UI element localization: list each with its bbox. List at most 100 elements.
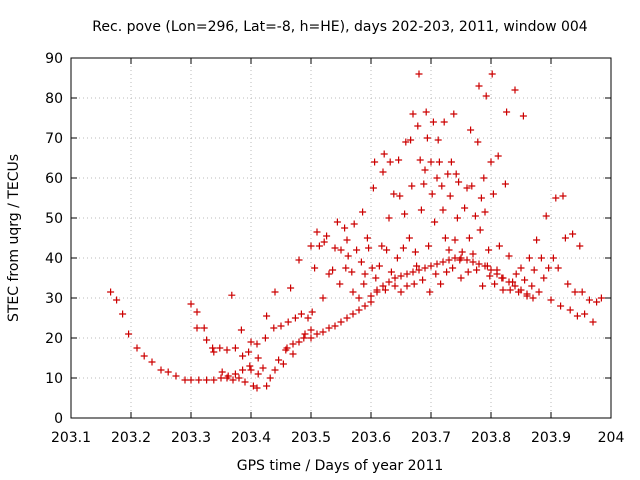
data-point — [443, 268, 451, 276]
x-tick-label: 203.1 — [51, 430, 91, 446]
y-tick-label: 40 — [45, 251, 63, 267]
data-point — [342, 264, 350, 272]
y-tick-label: 0 — [54, 411, 63, 427]
data-point — [357, 258, 365, 266]
data-point — [271, 288, 279, 296]
data-point — [431, 218, 439, 226]
data-point — [428, 190, 436, 198]
data-point — [438, 182, 446, 190]
data-point — [455, 178, 463, 186]
data-point — [386, 158, 394, 166]
data-point — [487, 266, 495, 274]
data-point — [423, 134, 431, 142]
data-point — [253, 384, 261, 392]
data-point — [307, 326, 315, 334]
data-point — [566, 306, 574, 314]
data-point — [529, 294, 537, 302]
x-tick-label: 203.4 — [231, 430, 271, 446]
data-point — [333, 218, 341, 226]
data-point — [385, 214, 393, 222]
data-point — [439, 206, 447, 214]
data-point — [369, 184, 377, 192]
data-point — [355, 306, 363, 314]
data-point — [471, 212, 479, 220]
data-point — [445, 256, 453, 264]
data-point — [489, 190, 497, 198]
data-point — [313, 330, 321, 338]
y-tick-label: 50 — [45, 211, 63, 227]
data-point — [378, 242, 386, 250]
data-point — [277, 322, 285, 330]
x-tick-label: 203.5 — [291, 430, 331, 446]
data-point — [464, 268, 472, 276]
data-point — [593, 298, 601, 306]
data-point — [559, 192, 567, 200]
data-point — [270, 324, 278, 332]
data-point — [241, 378, 249, 386]
data-point — [426, 288, 434, 296]
data-point — [463, 184, 471, 192]
data-point — [445, 246, 453, 254]
data-point — [283, 344, 291, 352]
data-point — [482, 92, 490, 100]
data-point — [361, 270, 369, 278]
data-point — [119, 310, 127, 318]
data-point — [295, 338, 303, 346]
data-point — [521, 276, 529, 284]
data-point — [275, 356, 283, 364]
data-point — [419, 276, 427, 284]
data-point — [528, 282, 536, 290]
data-point — [463, 256, 471, 264]
data-point — [494, 152, 502, 160]
data-point — [350, 220, 358, 228]
data-point — [218, 368, 226, 376]
data-point — [348, 268, 356, 276]
data-point — [239, 352, 247, 360]
data-point — [253, 340, 261, 348]
data-point — [517, 286, 525, 294]
x-tick-labels: 203.1 203.2 203.3 203.4 203.5 203.6 203.7 203.8… — [51, 430, 624, 446]
data-point — [373, 286, 381, 294]
data-point — [474, 138, 482, 146]
axis-ticks — [70, 57, 612, 419]
data-point — [210, 376, 218, 384]
y-tick-labels: 0 10 20 30 40 50 60 70 80 90 — [45, 51, 63, 427]
data-point — [480, 174, 488, 182]
data-point — [437, 280, 445, 288]
data-point — [511, 86, 519, 94]
data-point — [229, 376, 237, 384]
data-point — [405, 234, 413, 242]
data-point — [249, 382, 257, 390]
data-point — [425, 242, 433, 250]
data-point — [187, 376, 195, 384]
data-point — [408, 182, 416, 190]
chart-title: Rec. pove (Lon=296, Lat=-8, h=HE), days … — [92, 19, 588, 35]
data-point — [401, 210, 409, 218]
data-point — [564, 280, 572, 288]
data-point — [263, 382, 271, 390]
x-tick-label: 203.9 — [531, 430, 571, 446]
data-point — [259, 364, 267, 372]
data-point — [368, 264, 376, 272]
data-point — [337, 246, 345, 254]
data-point — [381, 286, 389, 294]
data-point — [390, 190, 398, 198]
data-point — [465, 234, 473, 242]
data-point — [481, 208, 489, 216]
grid-lines — [71, 58, 611, 418]
data-point — [409, 110, 417, 118]
data-point — [451, 236, 459, 244]
data-point — [561, 234, 569, 242]
data-point — [140, 352, 148, 360]
data-point — [452, 170, 460, 178]
data-point — [235, 374, 243, 382]
data-point — [453, 214, 461, 222]
data-point — [597, 294, 605, 302]
data-point — [245, 348, 253, 356]
data-point — [279, 360, 287, 368]
data-point — [477, 194, 485, 202]
data-point — [505, 278, 513, 286]
data-point — [391, 274, 399, 282]
data-point — [525, 254, 533, 262]
data-point — [407, 136, 415, 144]
